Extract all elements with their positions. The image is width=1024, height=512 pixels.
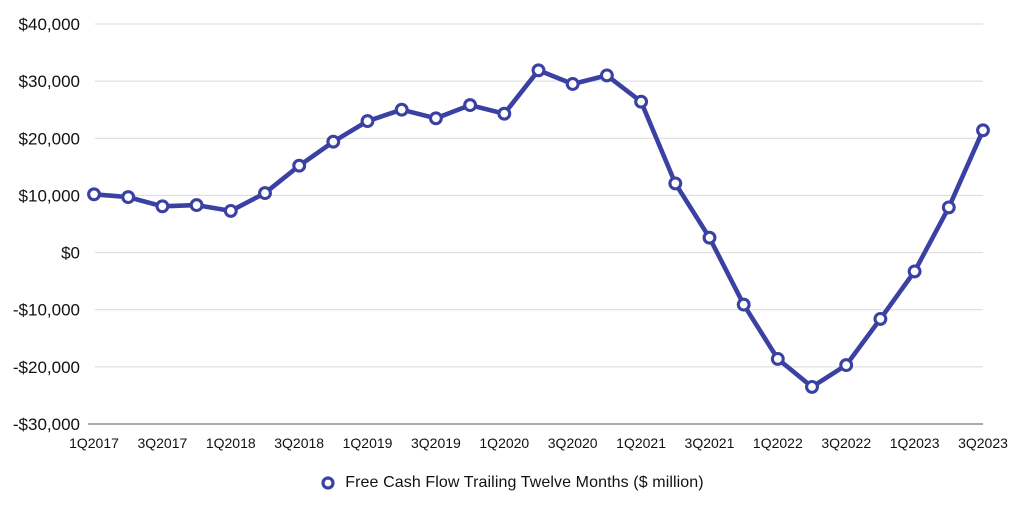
series-line bbox=[91, 68, 986, 390]
x-tick-label: 1Q2020 bbox=[479, 435, 529, 451]
data-point-marker bbox=[805, 379, 819, 394]
data-point-marker bbox=[941, 200, 956, 215]
y-tick-label: $40,000 bbox=[19, 15, 80, 34]
x-tick-label: 1Q2019 bbox=[343, 435, 393, 451]
legend-label: Free Cash Flow Trailing Twelve Months ($… bbox=[345, 474, 704, 491]
data-point-marker bbox=[736, 297, 751, 312]
data-point-marker bbox=[668, 176, 683, 191]
x-tick-label: 1Q2022 bbox=[753, 435, 803, 451]
data-point-marker bbox=[770, 351, 785, 366]
chart-legend: Free Cash Flow Trailing Twelve Months ($… bbox=[0, 474, 1024, 492]
data-point-marker bbox=[258, 186, 272, 201]
y-tick-label: $10,000 bbox=[19, 186, 80, 205]
data-point-marker bbox=[394, 102, 409, 117]
y-tick-label: $30,000 bbox=[19, 72, 80, 91]
data-point-marker bbox=[463, 98, 478, 113]
x-tick-label: 1Q2018 bbox=[206, 435, 256, 451]
x-tick-label: 3Q2022 bbox=[821, 435, 871, 451]
data-point-marker bbox=[702, 230, 717, 245]
data-point-marker bbox=[121, 190, 136, 205]
data-point-marker bbox=[839, 358, 854, 373]
data-point-marker bbox=[360, 114, 375, 129]
x-tick-label: 3Q2019 bbox=[411, 435, 461, 451]
x-tick-label: 3Q2017 bbox=[137, 435, 187, 451]
data-point-marker bbox=[223, 203, 238, 218]
data-point-marker bbox=[565, 77, 580, 91]
data-point-marker bbox=[531, 63, 546, 78]
x-tick-label: 3Q2023 bbox=[958, 435, 1008, 451]
data-point-marker bbox=[189, 198, 204, 213]
data-point-marker bbox=[87, 187, 101, 202]
y-tick-label: -$20,000 bbox=[13, 358, 80, 377]
data-point-marker bbox=[873, 311, 888, 326]
x-tick-label: 3Q2020 bbox=[548, 435, 598, 451]
data-point-marker bbox=[428, 111, 443, 126]
data-point-marker bbox=[599, 68, 614, 83]
data-point-marker bbox=[292, 158, 307, 173]
x-tick-label: 3Q2018 bbox=[274, 435, 324, 451]
x-tick-label: 1Q2017 bbox=[69, 435, 119, 451]
data-point-marker bbox=[976, 123, 990, 138]
y-tick-label: $0 bbox=[61, 244, 80, 263]
legend-marker-icon bbox=[321, 476, 335, 490]
x-tick-label: 1Q2023 bbox=[890, 435, 940, 451]
fcf-line-chart: $40,000 $30,000 $20,000 $10,000 $0 -$10,000 -$… bbox=[13, 15, 1008, 451]
y-tick-label: $20,000 bbox=[19, 129, 80, 148]
x-tick-label: 3Q2021 bbox=[685, 435, 735, 451]
data-point-marker bbox=[497, 106, 512, 121]
data-point-marker bbox=[155, 199, 170, 214]
y-tick-label: -$30,000 bbox=[13, 415, 80, 434]
y-tick-label: -$10,000 bbox=[13, 301, 80, 320]
data-point-marker bbox=[634, 94, 649, 109]
x-tick-label: 1Q2021 bbox=[616, 435, 666, 451]
data-point-marker bbox=[907, 264, 922, 279]
data-point-marker bbox=[326, 134, 341, 149]
